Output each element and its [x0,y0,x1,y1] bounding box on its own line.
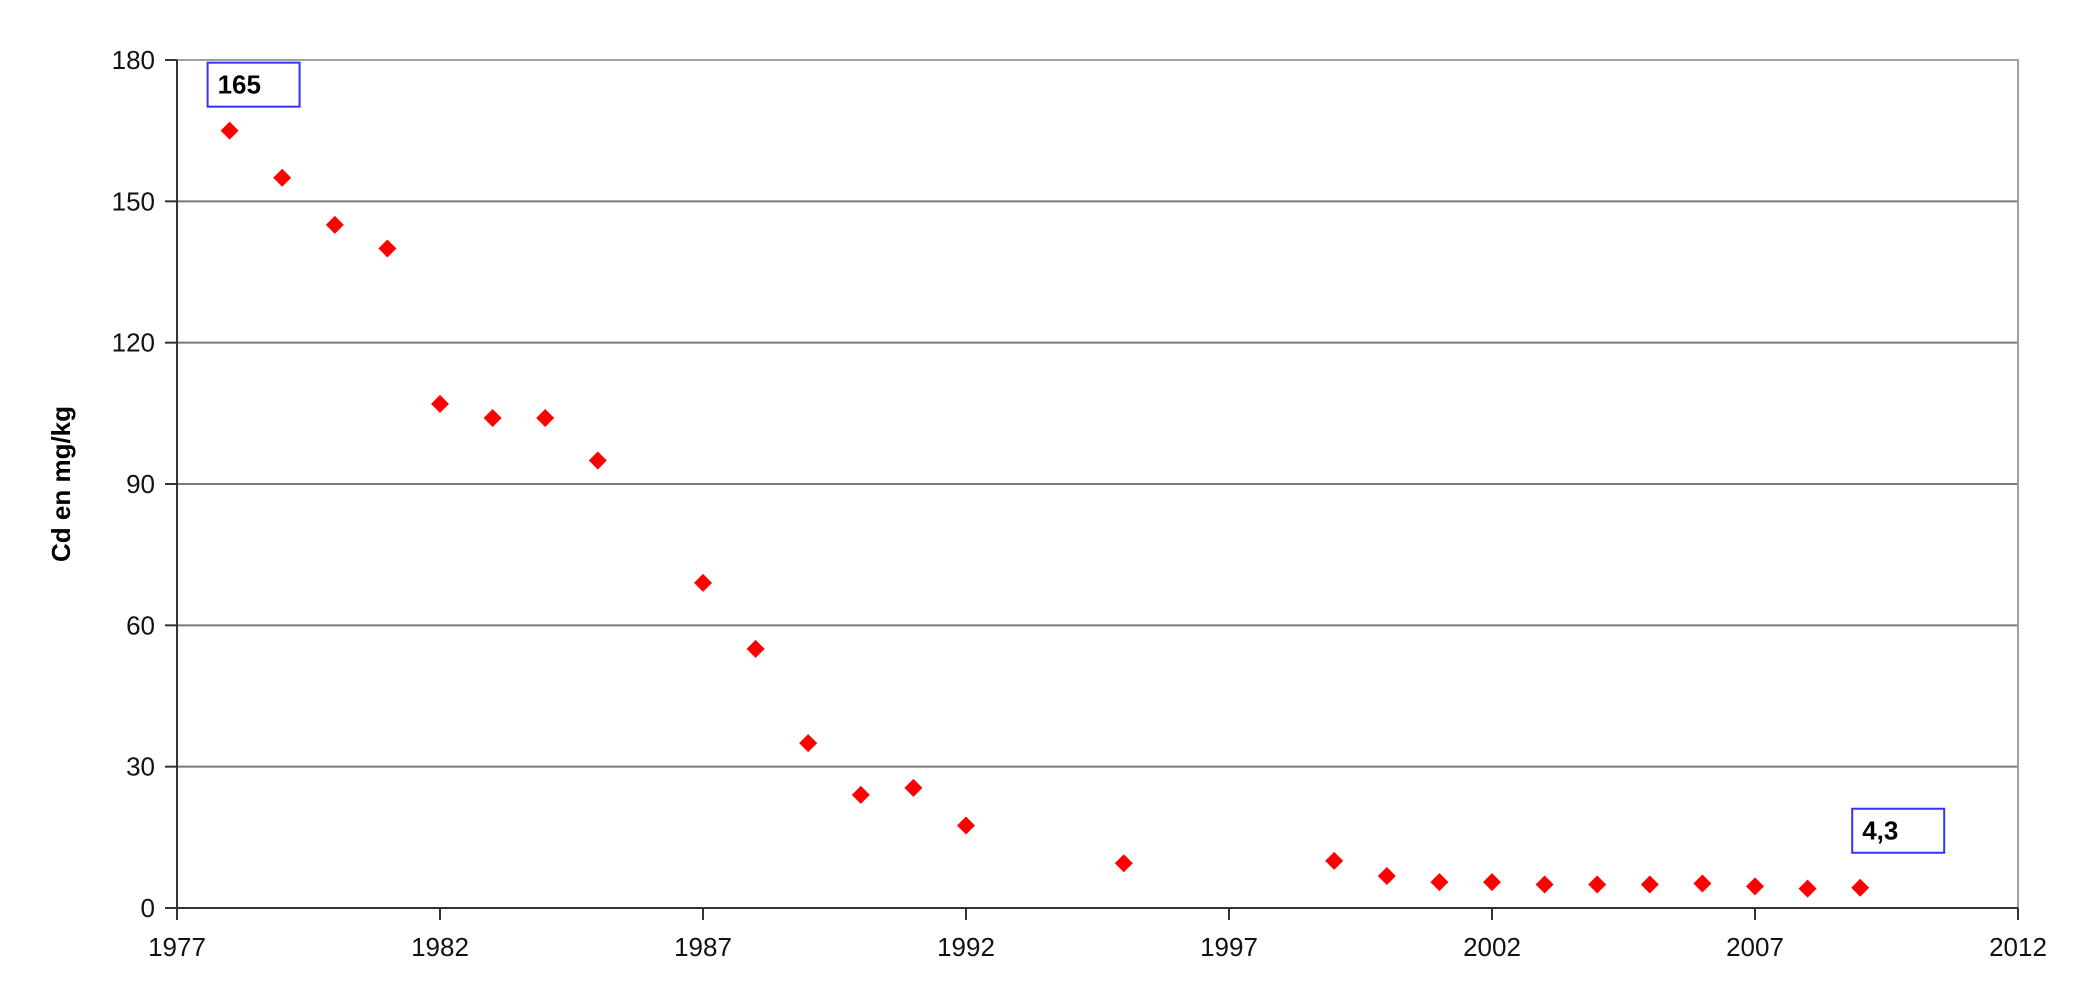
y-tick-label: 0 [141,893,155,923]
x-tick-label: 1977 [148,932,206,962]
data-point [1798,879,1817,898]
data-point [746,639,765,658]
data-point [1325,851,1344,870]
data-point [1693,874,1712,893]
y-tick-labels: 0 30 60 90 120 150 180 [112,45,177,923]
data-point [1746,877,1764,896]
data-callout-label: 4,3 [1862,816,1898,846]
data-callouts: 165 4,3 [206,61,1946,854]
y-tick-label: 30 [126,752,155,782]
data-point [431,394,449,413]
y-tick-label: 180 [112,45,155,75]
data-point [1430,873,1449,892]
y-tick-label: 150 [112,186,155,216]
data-point [851,785,870,804]
data-point [273,168,292,187]
data-point [1851,878,1870,897]
data-point [220,121,239,140]
y-tick-label: 90 [126,469,155,499]
data-point [483,409,502,428]
x-tick-label: 1992 [937,932,995,962]
data-point [904,778,923,797]
x-tick-label: 2012 [1989,932,2047,962]
data-point [1588,875,1607,894]
data-callout-label: 165 [218,70,261,100]
data-point [1535,875,1554,894]
data-points [220,121,1870,898]
data-callout-box [1851,807,1946,854]
data-point [1114,854,1133,873]
data-point [1483,873,1501,892]
x-tick-label: 2002 [1463,932,1521,962]
data-point [536,409,555,428]
data-point [1377,866,1396,885]
x-tick-labels: 1977 1982 1987 1992 1997 2002 2007 2012 [148,908,2047,962]
y-tick-label: 120 [112,328,155,358]
x-tick-label: 1997 [1200,932,1258,962]
data-callout-box [206,61,301,108]
x-tick-label: 1987 [674,932,732,962]
data-point [588,451,607,470]
data-point [325,215,344,234]
data-point [694,573,712,592]
data-point [378,239,397,258]
y-axis-title: Cd en mg/kg [46,406,76,562]
data-point [1640,875,1659,894]
x-tick-label: 2007 [1726,932,1784,962]
data-point [957,816,975,835]
y-tick-label: 60 [126,610,155,640]
gridlines [177,200,2018,768]
data-point [799,734,818,753]
x-tick-label: 1982 [411,932,469,962]
